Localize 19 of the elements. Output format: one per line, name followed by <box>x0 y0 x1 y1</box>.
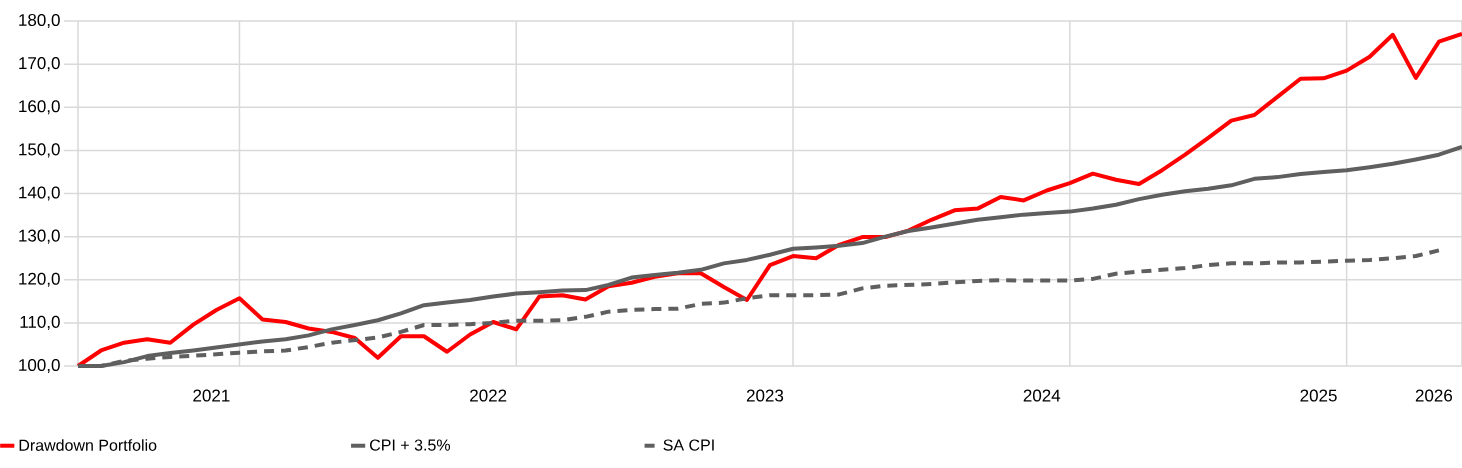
x-tick-label: 2023 <box>746 389 784 402</box>
y-tick-label: 110,0 <box>20 315 60 330</box>
x-tick-label: 2021 <box>193 389 230 402</box>
y-tick-label: 150,0 <box>19 143 60 158</box>
y-tick-label: 130,0 <box>19 229 60 244</box>
x-tick-label: 2022 <box>470 389 507 402</box>
legend-label: CPI + 3.5% <box>370 439 450 451</box>
y-tick-label: 170,0 <box>19 57 60 72</box>
y-tick-label: 140,0 <box>19 186 60 201</box>
line-series <box>76 31 1462 368</box>
y-tick-label: 120,0 <box>19 272 60 287</box>
x-tick-label: 2024 <box>1023 389 1061 402</box>
legend-label: Drawdown Portfolio <box>19 439 157 451</box>
y-tick-label: 160,0 <box>19 100 60 115</box>
y-tick-label: 180,0 <box>19 13 60 29</box>
y-tick-label: 100,0 <box>19 358 60 374</box>
legend-label: SA CPI <box>663 439 714 451</box>
x-tick-label: 2026 <box>1415 389 1453 402</box>
x-tick-label: 2025 <box>1300 389 1337 402</box>
